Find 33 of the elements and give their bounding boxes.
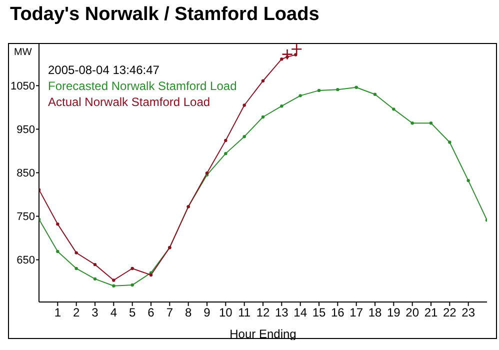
x-tick-label: 12 xyxy=(256,306,270,320)
x-tick-label: 15 xyxy=(312,306,326,320)
x-tick-label: 16 xyxy=(330,306,345,320)
x-tick-label: 10 xyxy=(218,306,233,320)
text: Actual Norwalk Stamford Load xyxy=(48,94,212,110)
x-tick-label: 19 xyxy=(386,306,401,320)
y-axis-title: MW xyxy=(14,47,32,58)
text: Forecasted Norwalk Stamford Load xyxy=(48,78,237,94)
x-tick-label: 7 xyxy=(166,306,174,320)
x-tick-label: 23 xyxy=(462,306,476,320)
y-tick-label: 850 xyxy=(16,168,35,180)
x-tick-label: 14 xyxy=(294,306,308,320)
x-tick-label: 13 xyxy=(274,306,289,320)
y-tick-label: 1050 xyxy=(10,80,35,93)
x-tick-label: 2 xyxy=(72,306,80,320)
x-tick-label: 6 xyxy=(148,306,155,320)
annotation: 2005-08-04 13:46:47 xyxy=(48,62,160,78)
x-tick-label: 8 xyxy=(184,306,192,320)
x-tick-label: 3 xyxy=(92,306,99,320)
x-tick-label: 4 xyxy=(110,306,118,320)
y-tick-label: 650 xyxy=(16,254,35,267)
x-tick-label: 22 xyxy=(442,306,457,320)
chart-title: Today's Norwalk / Stamford Loads xyxy=(10,4,320,26)
x-tick-label: 17 xyxy=(350,306,364,320)
y-tick-label: 750 xyxy=(16,211,35,224)
x-tick-label: 5 xyxy=(128,306,136,320)
x-tick-label: 20 xyxy=(406,306,420,320)
x-tick-label: 1 xyxy=(54,306,62,320)
x-tick-label: 11 xyxy=(238,306,251,320)
x-tick-label: 9 xyxy=(204,306,211,320)
y-tick-label: 950 xyxy=(16,124,35,136)
x-tick-label: 18 xyxy=(368,306,382,320)
x-tick-label: 21 xyxy=(424,306,438,320)
